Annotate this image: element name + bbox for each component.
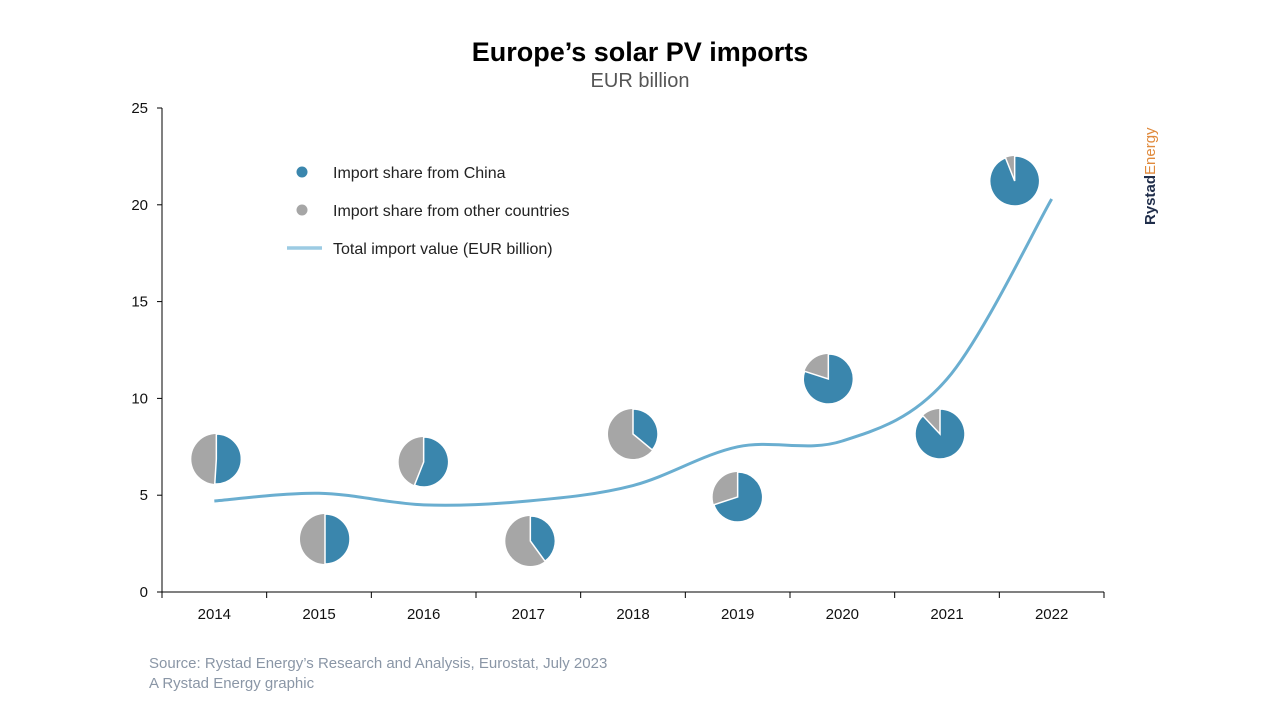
pie-2018: [608, 408, 659, 459]
footer: Source: Rystad Energy’s Research and Ana…: [149, 654, 607, 694]
pie-slice-china: [914, 408, 966, 460]
x-tick-label: 2022: [1035, 606, 1068, 623]
pie-slice-china: [712, 471, 764, 523]
y-tick-label: 5: [140, 487, 148, 504]
rystad-logo: RystadEnergy: [1142, 127, 1159, 225]
source-note: Source: Rystad Energy’s Research and Ana…: [149, 655, 608, 672]
x-tick-label: 2020: [826, 606, 859, 623]
chart-title: Europe’s solar PV imports: [471, 37, 809, 67]
pie-slice-china: [413, 436, 450, 488]
legend-label: Import share from other countries: [333, 203, 570, 220]
y-tick-label: 20: [131, 197, 148, 214]
pie-slice-china: [324, 513, 351, 565]
pie-2016: [398, 436, 450, 488]
total-import-line: [214, 198, 1053, 507]
legend-dot-icon: [296, 166, 308, 178]
pie-2015: [300, 513, 351, 565]
y-tick-label: 15: [131, 294, 148, 311]
pie-2017: [505, 515, 557, 566]
pie-2019: [712, 471, 764, 523]
x-tick-label: 2019: [721, 606, 754, 623]
credit-note: A Rystad Energy graphic: [149, 675, 315, 692]
pie-slice-china: [632, 408, 659, 451]
pie-2014: [191, 433, 243, 485]
x-tick-label: 2017: [512, 606, 545, 623]
pie-2020: [802, 353, 855, 405]
chart-subtitle: EUR billion: [590, 70, 690, 92]
legend-dot-icon: [296, 204, 308, 216]
legend-label: Import share from China: [333, 165, 506, 182]
pie-slice-china: [529, 515, 557, 563]
pie-2021: [914, 408, 966, 460]
x-tick-label: 2015: [302, 606, 335, 623]
legend-label: Total import value (EUR billion): [333, 241, 553, 258]
x-tick-label: 2014: [198, 606, 231, 623]
pie-slice-china: [802, 353, 855, 405]
y-tick-label: 25: [131, 100, 148, 117]
x-tick-label: 2016: [407, 606, 440, 623]
x-tick-label: 2018: [616, 606, 649, 623]
pie-2022: [988, 155, 1041, 207]
y-tick-label: 10: [131, 390, 148, 407]
y-tick-label: 0: [140, 584, 148, 601]
pie-slice-china: [988, 155, 1041, 207]
x-tick-label: 2021: [930, 606, 963, 623]
pie-slice-china: [213, 433, 243, 485]
